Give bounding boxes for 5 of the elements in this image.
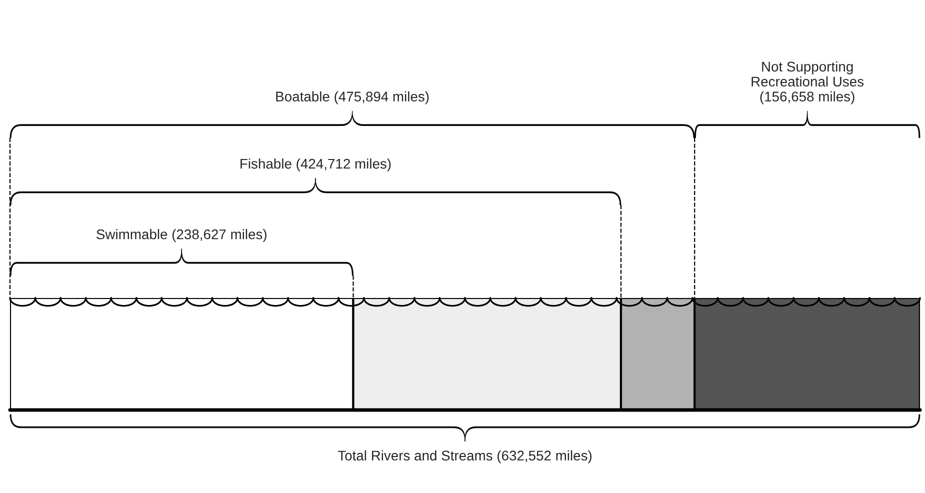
text: Boatable (475,894 miles) [276, 91, 429, 104]
text: Total Rivers and Streams (632,552 miles) [338, 450, 592, 464]
text: Swimmable (238,627 miles) [96, 229, 266, 242]
text: Not Supporting Recreational Uses (156,658 miles) [752, 61, 864, 104]
text: Fishable (424,712 miles) [240, 158, 391, 172]
